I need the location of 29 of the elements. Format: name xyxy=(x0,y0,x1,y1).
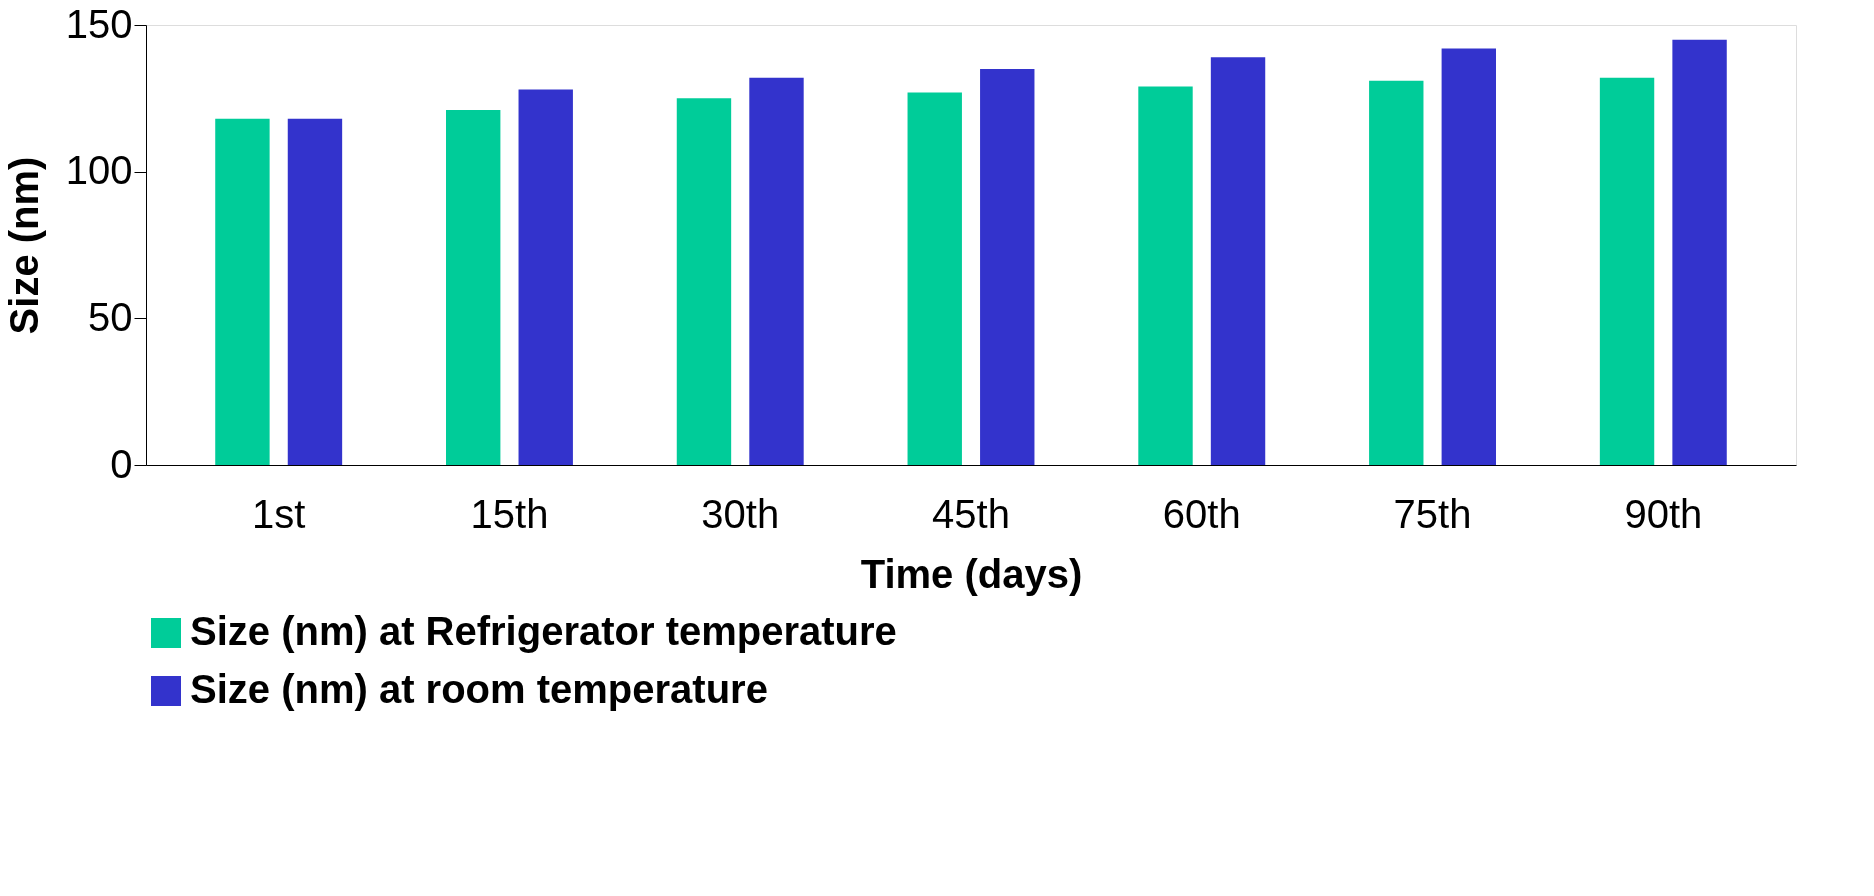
bar xyxy=(1599,77,1655,465)
bar xyxy=(1210,57,1266,465)
bar xyxy=(1369,80,1424,465)
y-tick-label: 0 xyxy=(110,441,133,486)
bar xyxy=(215,118,270,465)
x-tick-label: 1st xyxy=(252,491,306,536)
y-tick-label: 100 xyxy=(65,148,133,193)
y-tick-label: 150 xyxy=(65,1,133,46)
y-axis-title: Size (nm) xyxy=(1,156,46,335)
x-tick-label: 15th xyxy=(470,491,549,536)
bar xyxy=(1441,48,1496,465)
bar xyxy=(676,98,732,465)
bar xyxy=(907,92,962,465)
bar xyxy=(446,110,501,465)
x-tick-label: 45th xyxy=(932,491,1010,536)
x-tick-label: 90th xyxy=(1624,491,1703,536)
x-tick-label: 60th xyxy=(1162,491,1241,536)
legend-label: Size (nm) at room temperature xyxy=(190,667,768,711)
bar xyxy=(287,118,343,465)
bar xyxy=(980,69,1035,465)
y-tick-label: 50 xyxy=(88,294,133,339)
bar xyxy=(749,77,804,465)
bar xyxy=(1138,86,1193,465)
bar xyxy=(518,89,573,465)
legend-label: Size (nm) at Refrigerator temperature xyxy=(190,609,897,653)
x-tick-label: 30th xyxy=(701,491,780,536)
x-axis-title: Time (days) xyxy=(860,551,1083,596)
x-tick-label: 75th xyxy=(1393,491,1472,536)
bar xyxy=(1672,39,1727,465)
